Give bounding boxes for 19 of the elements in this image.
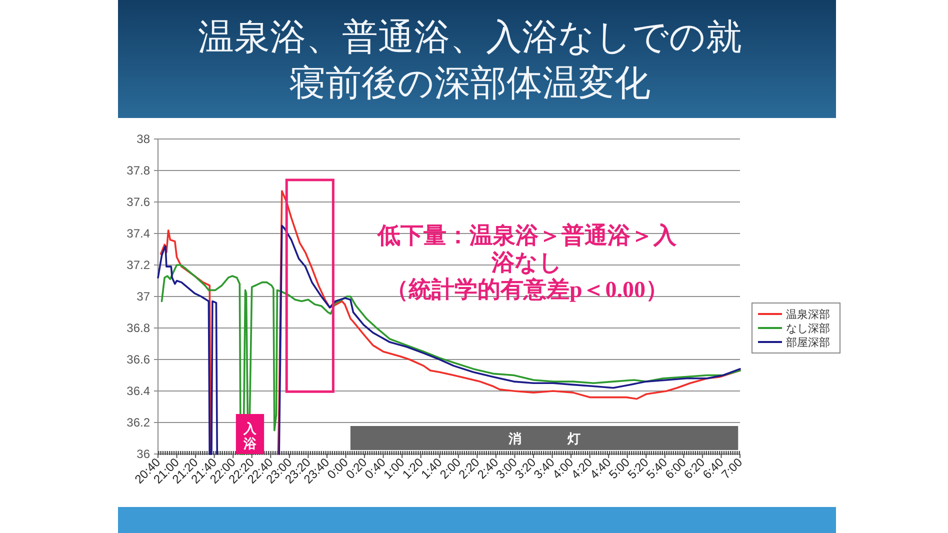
band-label: 入浴 [242,421,258,451]
legend-label: 部屋深部 [786,336,830,349]
annotation: （統計学的有意差p＜0.00） [385,276,669,302]
legend-label: 温泉深部 [786,308,830,321]
y-tick-label: 36.6 [126,352,150,366]
title: 温泉浴、普通浴、入浴なしでの就寝前後の深部体温変化 [198,16,742,103]
band-label: 消灯 [507,431,626,446]
y-tick-label: 37.4 [126,226,150,240]
legend-label: なし深部 [786,322,830,335]
y-tick-label: 37 [136,290,150,304]
y-tick-label: 37.2 [126,258,150,272]
y-tick-label: 36 [136,447,150,461]
y-tick-label: 36.2 [126,416,150,430]
y-tick-label: 37.8 [126,164,150,178]
y-tick-label: 36.8 [126,321,150,335]
annotation: 低下量：温泉浴＞普通浴＞入浴なし [376,222,678,275]
y-tick-label: 36.4 [126,384,150,398]
y-tick-label: 37.6 [126,195,150,209]
y-tick-label: 38 [136,132,150,146]
